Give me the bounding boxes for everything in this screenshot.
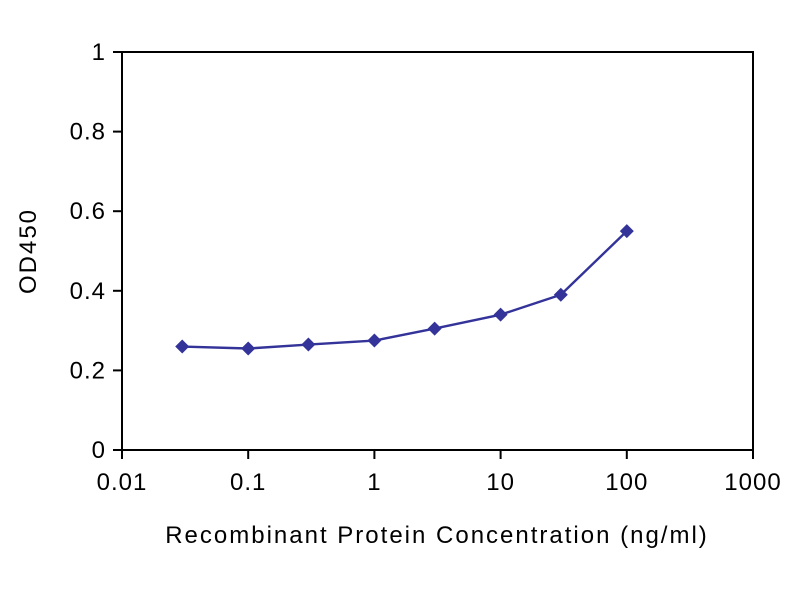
data-point-marker — [301, 337, 316, 352]
axis-ticks: 0.01 0.1 1 10 100 1000 0 0.2 0.4 0.6 0.8 1 — [70, 39, 781, 496]
x-tick-label: 100 — [605, 469, 648, 496]
x-tick-label: 0.1 — [230, 469, 266, 496]
plot-area — [121, 51, 754, 451]
data-line — [182, 230, 628, 350]
data-point-marker — [367, 333, 382, 348]
data-point-marker — [619, 224, 634, 239]
x-tick-label: 1000 — [724, 469, 781, 496]
data-point-marker — [175, 339, 190, 354]
y-tick-label: 0.8 — [70, 119, 106, 146]
y-tick-label: 0.2 — [70, 357, 106, 384]
data-point-marker — [493, 307, 508, 322]
x-tick-label: 10 — [486, 469, 515, 496]
data-series — [175, 224, 634, 356]
data-point-marker — [553, 287, 568, 302]
data-point-marker — [427, 321, 442, 336]
x-axis-label: Recombinant Protein Concentration (ng/ml… — [165, 522, 709, 549]
x-tick-label: 1 — [367, 469, 381, 496]
y-tick-label: 0 — [92, 437, 106, 464]
y-axis-label: OD450 — [15, 208, 42, 294]
y-tick-label: 0.6 — [70, 198, 106, 225]
data-point-marker — [241, 341, 256, 356]
y-tick-label: 0.4 — [70, 278, 106, 305]
y-tick-label: 1 — [92, 39, 106, 66]
x-tick-label: 0.01 — [97, 469, 148, 496]
